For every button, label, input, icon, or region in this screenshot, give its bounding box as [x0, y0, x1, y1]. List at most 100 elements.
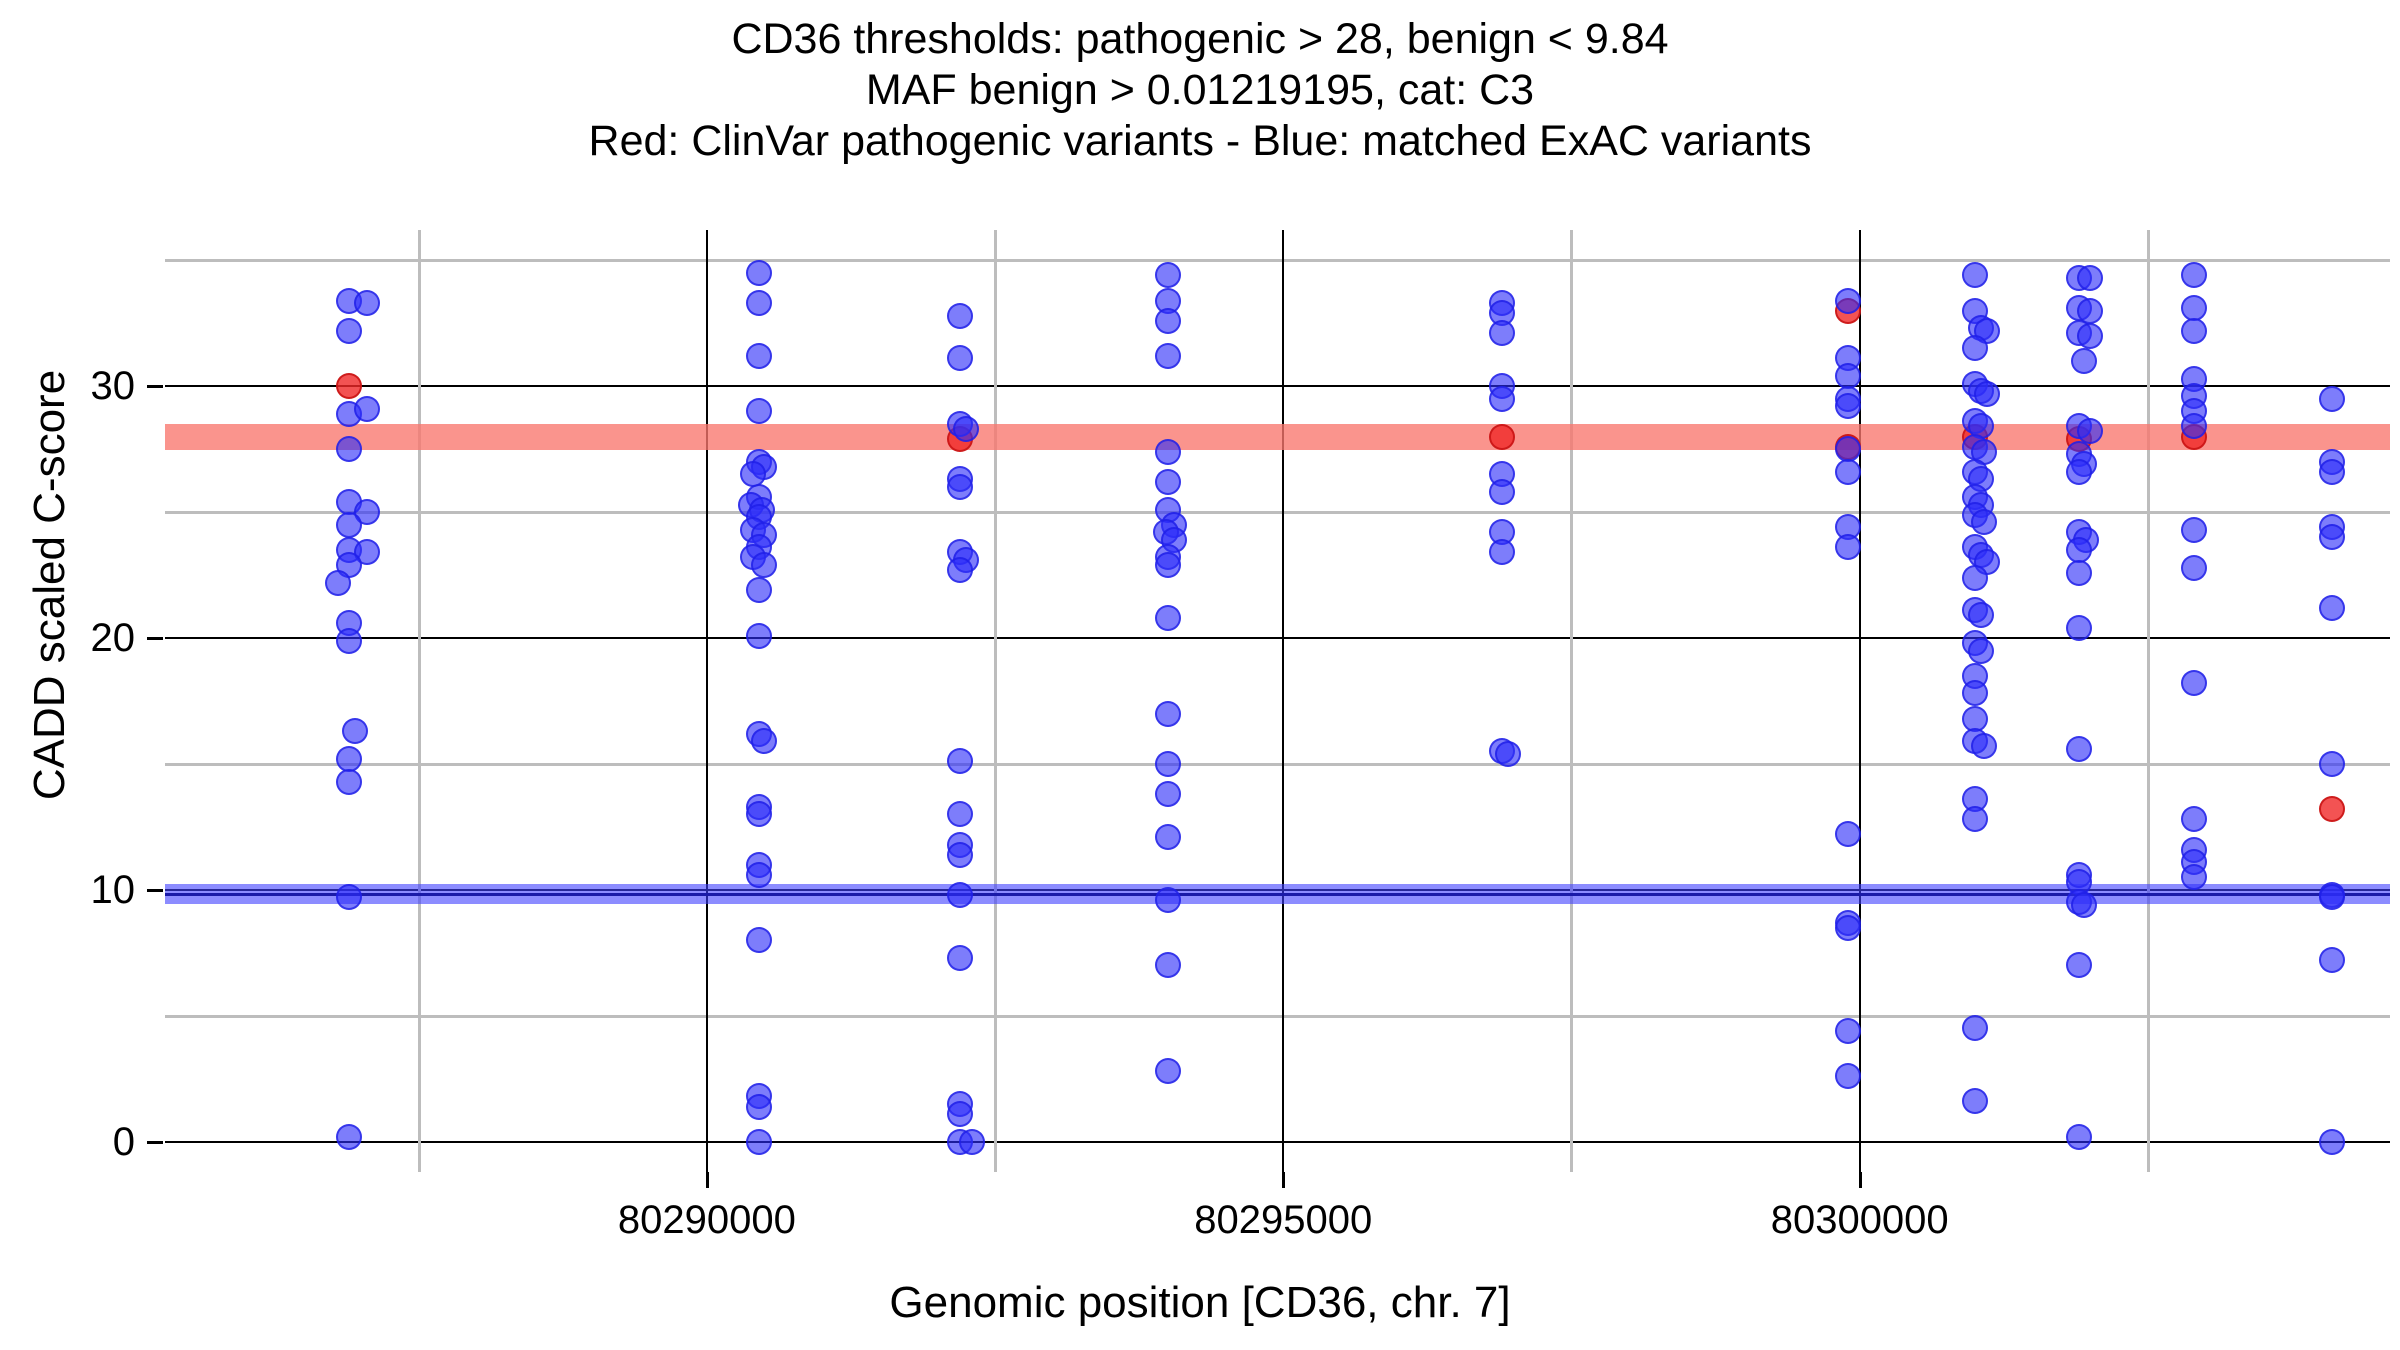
y-tick-label: 0: [112, 1119, 135, 1164]
data-point-exac: [1835, 1017, 1862, 1044]
data-point-exac: [1835, 534, 1862, 561]
data-point-exac: [336, 1123, 363, 1150]
x-axis-label: Genomic position [CD36, chr. 7]: [889, 1278, 1511, 1327]
data-point-exac: [1495, 740, 1522, 767]
gridline-vertical-minor: [994, 230, 998, 1172]
data-point-exac: [1961, 262, 1988, 289]
data-point-exac: [2065, 458, 2092, 485]
data-point-exac: [1489, 478, 1516, 505]
data-point-exac: [2065, 536, 2092, 563]
data-point-exac: [2077, 264, 2104, 291]
data-point-exac: [745, 290, 772, 317]
data-point-exac: [745, 259, 772, 286]
gridline-horizontal-minor: [165, 762, 2390, 766]
data-point-exac: [1961, 1088, 1988, 1115]
title-line-3: Red: ClinVar pathogenic variants - Blue:…: [588, 117, 1812, 165]
data-point-exac: [2181, 317, 2207, 344]
data-point-exac: [336, 436, 363, 463]
data-point-exac: [751, 551, 778, 578]
data-point-exac: [2319, 1128, 2346, 1155]
data-point-exac: [745, 801, 772, 828]
x-tick-mark: [1858, 1172, 1862, 1188]
gridline-vertical-minor: [2146, 230, 2150, 1172]
data-point-exac: [947, 345, 974, 372]
data-point-exac: [2181, 670, 2207, 697]
data-point-exac: [745, 1128, 772, 1155]
title-line-2: MAF benign > 0.01219195, cat: C3: [865, 66, 1535, 114]
data-point-exac: [2065, 559, 2092, 586]
data-point-exac: [2319, 524, 2346, 551]
data-point-exac: [947, 557, 974, 584]
gridline-horizontal-minor: [165, 259, 2390, 263]
data-point-exac: [1154, 750, 1181, 777]
data-point-exac: [947, 944, 974, 971]
gridline-vertical-minor: [417, 230, 421, 1172]
data-point-exac: [1961, 806, 1988, 833]
gridline-horizontal-major: [165, 1140, 2390, 1143]
data-point-exac: [2319, 594, 2346, 621]
data-point-exac: [324, 569, 351, 596]
data-point-exac: [1961, 680, 1988, 707]
data-point-exac: [745, 622, 772, 649]
y-tick-label: 10: [90, 867, 136, 912]
data-point-exac: [1154, 307, 1181, 334]
data-point-exac: [1154, 551, 1181, 578]
gridline-vertical-major: [1282, 230, 1285, 1172]
data-point-exac: [2071, 347, 2098, 374]
data-point-exac: [2181, 806, 2207, 833]
y-tick-mark: [147, 1140, 163, 1144]
data-point-exac: [2319, 750, 2346, 777]
data-point-exac: [947, 841, 974, 868]
data-point-exac: [1154, 1058, 1181, 1085]
gridline-vertical-minor: [1570, 230, 1574, 1172]
data-point-exac: [1154, 342, 1181, 369]
chart-title: CD36 thresholds: pathogenic > 28, benign…: [0, 14, 2400, 167]
data-point-exac: [2077, 418, 2104, 445]
data-point-exac: [1835, 1063, 1862, 1090]
data-point-exac: [1154, 700, 1181, 727]
data-point-exac: [1967, 602, 1994, 629]
data-point-exac: [947, 473, 974, 500]
data-point-exac: [1154, 438, 1181, 465]
data-point-exac: [2077, 297, 2104, 324]
data-point-exac: [336, 627, 363, 654]
data-point-exac: [1489, 320, 1516, 347]
title-line-1: CD36 thresholds: pathogenic > 28, benign…: [731, 15, 1669, 63]
data-point-exac: [1154, 468, 1181, 495]
data-point-pathogenic: [1489, 423, 1516, 450]
x-tick-mark: [705, 1172, 709, 1188]
data-point-exac: [1971, 733, 1998, 760]
data-point-exac: [947, 1101, 974, 1128]
data-point-exac: [1835, 821, 1862, 848]
y-axis-label: CADD scaled C-score: [25, 369, 74, 801]
data-point-exac: [1835, 458, 1862, 485]
x-tick-mark: [1282, 1172, 1286, 1188]
data-point-exac: [2181, 554, 2207, 581]
data-point-exac: [1961, 1015, 1988, 1042]
data-point-exac: [1154, 781, 1181, 808]
data-point-exac: [2181, 864, 2207, 891]
data-point-exac: [1154, 952, 1181, 979]
data-point-exac: [1967, 637, 1994, 664]
x-tick-label: 80295000: [1194, 1198, 1373, 1242]
data-point-exac: [751, 728, 778, 755]
data-point-exac: [1489, 539, 1516, 566]
data-point-exac: [2077, 322, 2104, 349]
data-point-exac: [2319, 458, 2346, 485]
data-point-exac: [2065, 735, 2092, 762]
gridline-horizontal-minor: [165, 511, 2390, 515]
data-point-exac: [1971, 509, 1998, 536]
data-point-exac: [2065, 1123, 2092, 1150]
data-point-exac: [1961, 335, 1988, 362]
data-point-exac: [1973, 380, 2000, 407]
data-point-exac: [745, 861, 772, 888]
plot-panel: [165, 230, 2390, 1172]
data-point-exac: [1835, 287, 1862, 314]
y-tick-mark: [147, 888, 163, 892]
gridline-vertical-major: [1858, 230, 1861, 1172]
data-point-exac: [745, 398, 772, 425]
data-point-exac: [1154, 604, 1181, 631]
data-point-exac: [745, 577, 772, 604]
y-tick-label: 20: [90, 616, 136, 661]
